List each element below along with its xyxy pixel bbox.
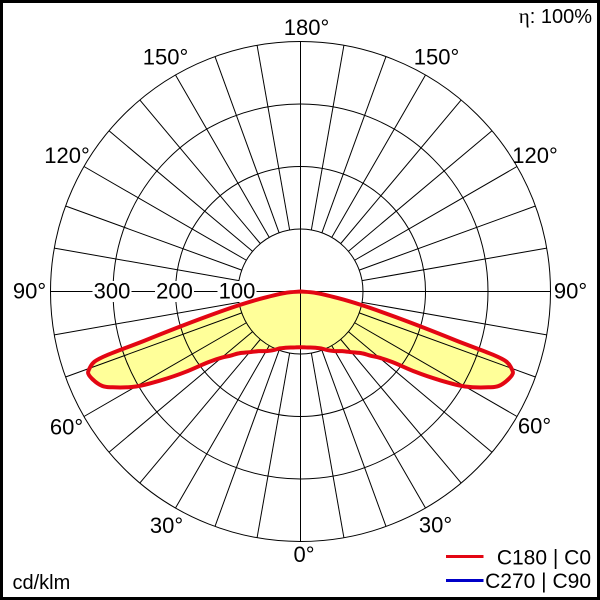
svg-text:cd/klm: cd/klm	[13, 572, 71, 594]
svg-text:120°: 120°	[512, 143, 558, 168]
svg-text:150°: 150°	[414, 45, 460, 70]
svg-text:60°: 60°	[50, 415, 83, 440]
svg-text:120°: 120°	[44, 143, 90, 168]
svg-text:90°: 90°	[13, 279, 46, 304]
svg-text:300: 300	[94, 279, 131, 304]
svg-text:30°: 30°	[150, 513, 183, 538]
svg-text:180°: 180°	[284, 15, 330, 40]
svg-text:60°: 60°	[518, 414, 551, 439]
svg-text:η: 100%: η: 100%	[519, 4, 592, 28]
svg-text:100: 100	[219, 279, 256, 304]
svg-text:C270 | C90: C270 | C90	[485, 570, 591, 593]
svg-text:90°: 90°	[554, 279, 587, 304]
svg-text:0°: 0°	[293, 542, 314, 567]
svg-text:C180 | C0: C180 | C0	[497, 547, 591, 570]
svg-text:200: 200	[156, 279, 193, 304]
svg-text:150°: 150°	[143, 45, 189, 70]
svg-text:30°: 30°	[419, 513, 452, 538]
